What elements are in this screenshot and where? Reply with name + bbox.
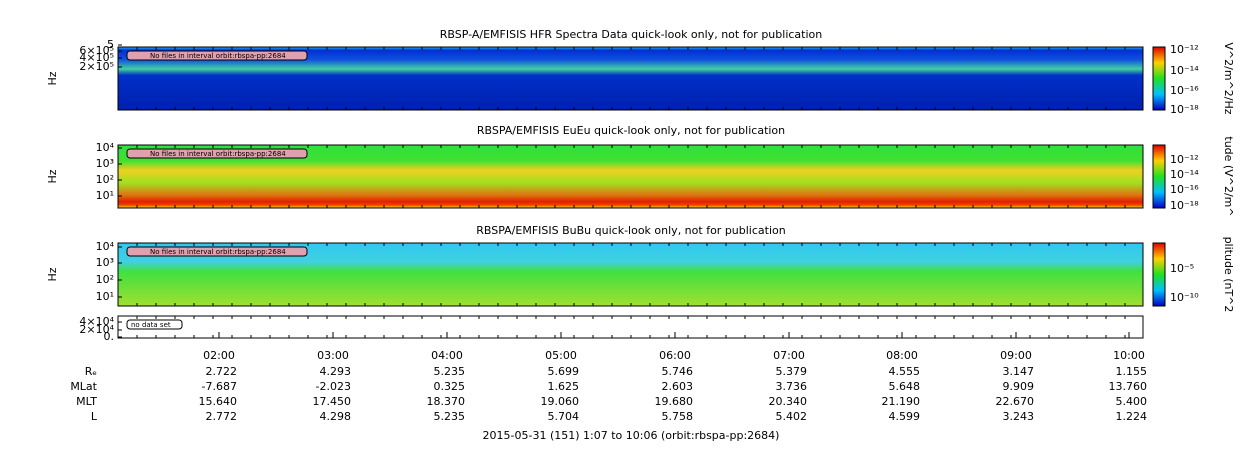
note: no data set xyxy=(131,321,171,329)
ephemeris-value: 5.379 xyxy=(776,365,808,378)
x-tick-label: 03:00 xyxy=(317,349,349,362)
x-tick-label: 04:00 xyxy=(431,349,463,362)
panel-frame xyxy=(117,315,1144,339)
colorbar-tick-label: 10⁻¹⁴ xyxy=(1170,64,1199,77)
y-tick-label: 6×10⁵ xyxy=(79,44,114,57)
ephemeris-value: 1.224 xyxy=(1116,410,1148,423)
panel-title: RBSPA/EMFISIS EuEu quick-look only, not … xyxy=(477,124,785,137)
colorbar-tick-label: 10⁻¹⁰ xyxy=(1170,291,1199,304)
ephemeris-value: -2.023 xyxy=(316,380,351,393)
colorbar xyxy=(1152,46,1166,111)
note-box xyxy=(126,148,308,159)
colorbar xyxy=(1152,144,1166,209)
panel-title: RBSP-A/EMFISIS HFR Spectra Data quick-lo… xyxy=(440,28,823,41)
ephemeris-value: 20.340 xyxy=(769,395,808,408)
x-tick-label: 07:00 xyxy=(773,349,805,362)
ephemeris-value: 13.760 xyxy=(1109,380,1148,393)
colorbar-tick-label: 10⁻¹² xyxy=(1170,43,1199,56)
x-tick-label: 08:00 xyxy=(886,349,918,362)
y-tick-label: 4×10⁴ xyxy=(79,315,114,328)
ephemeris-value: 0.325 xyxy=(434,380,466,393)
ephemeris-value: 5.235 xyxy=(434,410,466,423)
y-tick-label: 0. xyxy=(104,330,115,343)
colorbar-tick-label: 10⁻¹⁸ xyxy=(1170,199,1199,212)
y-tick-label: 4×10⁵ xyxy=(79,51,114,64)
ephemeris-value: 1.625 xyxy=(548,380,580,393)
ephemeris-label: Rₑ xyxy=(85,365,97,378)
colorbar-tick-label: 10⁻¹⁶ xyxy=(1170,183,1199,196)
y-axis-label: Hz xyxy=(46,169,59,183)
colorbar xyxy=(1152,242,1166,307)
note: No files in interval orbit:rbspa-pp:2684 xyxy=(150,52,286,60)
x-tick-label: 05:00 xyxy=(545,349,577,362)
ephemeris-value: 2.722 xyxy=(206,365,238,378)
y-tick-label: 10¹ xyxy=(96,290,114,303)
y-tick-label: 10⁴ xyxy=(96,141,115,154)
ephemeris-value: 5.235 xyxy=(434,365,466,378)
y-tick-label: 5 xyxy=(107,38,114,51)
colorbar-label: V^2/m^2/Hz xyxy=(1222,42,1235,114)
x-tick-label: 02:00 xyxy=(203,349,235,362)
y-tick-label: 2×10⁵ xyxy=(79,60,114,73)
note-box xyxy=(126,246,308,257)
ephemeris-value: 5.699 xyxy=(548,365,580,378)
colorbar-label: plitude (nT^2 xyxy=(1222,237,1235,313)
ephemeris-value: 4.555 xyxy=(889,365,921,378)
colorbar-tick-label: 10⁻¹⁴ xyxy=(1170,168,1199,181)
ephemeris-label: MLat xyxy=(70,380,97,393)
colorbar-tick-label: 10⁻¹² xyxy=(1170,153,1199,166)
ephemeris-value: 22.670 xyxy=(996,395,1035,408)
ephemeris-value: 21.190 xyxy=(882,395,921,408)
x-tick-label: 09:00 xyxy=(1000,349,1032,362)
colorbar-label: tude (V^2/m^ xyxy=(1222,136,1235,216)
note-box xyxy=(126,50,308,61)
ephemeris-value: 3.736 xyxy=(776,380,808,393)
ephemeris-label: MLT xyxy=(76,395,97,408)
colorbar-tick-label: 10⁻¹⁸ xyxy=(1170,103,1199,116)
ephemeris-value: 2.603 xyxy=(662,380,694,393)
ephemeris-label: L xyxy=(91,410,98,423)
x-tick-label: 06:00 xyxy=(659,349,691,362)
colorbar-tick-label: 10⁻¹⁶ xyxy=(1170,84,1199,97)
note: No files in interval orbit:rbspa-pp:2684 xyxy=(150,248,286,256)
ephemeris-value: -7.687 xyxy=(202,380,237,393)
ephemeris-value: 5.746 xyxy=(662,365,694,378)
ephemeris-value: 3.147 xyxy=(1003,365,1035,378)
ephemeris-value: 5.704 xyxy=(548,410,580,423)
y-tick-label: 10³ xyxy=(96,157,114,170)
ephemeris-value: 17.450 xyxy=(313,395,352,408)
ephemeris-value: 5.402 xyxy=(776,410,808,423)
y-axis-label: Hz xyxy=(46,267,59,281)
note-box xyxy=(126,319,183,330)
ephemeris-value: 5.758 xyxy=(662,410,694,423)
colorbar-tick-label: 10⁻⁵ xyxy=(1170,262,1194,275)
y-tick-label: 10² xyxy=(96,173,114,186)
ephemeris-value: 3.243 xyxy=(1003,410,1035,423)
ephemeris-value: 18.370 xyxy=(427,395,466,408)
y-tick-label: 10⁴ xyxy=(96,240,115,253)
y-tick-label: 10² xyxy=(96,273,114,286)
y-axis-label: Hz xyxy=(46,71,59,85)
ephemeris-value: 4.298 xyxy=(320,410,352,423)
panel-title: RBSPA/EMFISIS BuBu quick-look only, not … xyxy=(476,224,786,237)
ephemeris-value: 2.772 xyxy=(206,410,238,423)
ephemeris-value: 4.293 xyxy=(320,365,352,378)
y-tick-label: 2×10⁴ xyxy=(79,323,114,336)
footer: 2015-05-31 (151) 1:07 to 10:06 (orbit:rb… xyxy=(483,429,780,442)
ephemeris-value: 9.909 xyxy=(1003,380,1035,393)
ephemeris-value: 5.648 xyxy=(889,380,921,393)
ephemeris-value: 4.599 xyxy=(889,410,921,423)
ephemeris-value: 1.155 xyxy=(1116,365,1148,378)
ephemeris-value: 19.060 xyxy=(541,395,580,408)
y-tick-label: 10¹ xyxy=(96,189,114,202)
x-tick-label: 10:00 xyxy=(1113,349,1145,362)
note: No files in interval orbit:rbspa-pp:2684 xyxy=(150,150,286,158)
ephemeris-value: 5.400 xyxy=(1116,395,1148,408)
ephemeris-value: 15.640 xyxy=(199,395,238,408)
y-tick-label: 10³ xyxy=(96,256,114,269)
ephemeris-value: 19.680 xyxy=(655,395,694,408)
